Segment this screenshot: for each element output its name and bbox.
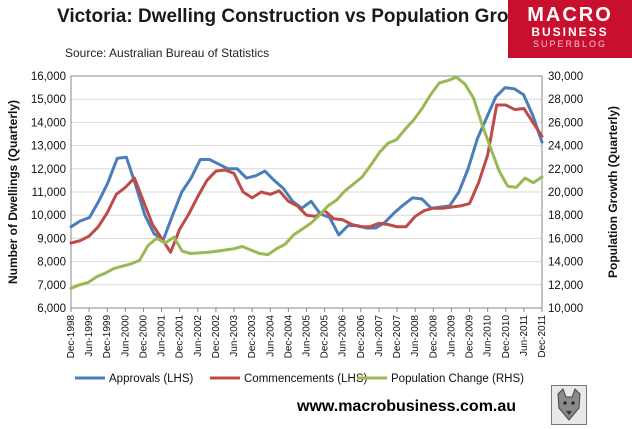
logo-line-1: MACRO — [527, 4, 613, 26]
logo-line-3: SUPERBLOG — [532, 39, 608, 49]
y2-tick-label: 22,000 — [548, 164, 583, 176]
y-tick-label: 14,000 — [31, 117, 66, 129]
x-tick-label: Dec-2010 — [501, 315, 512, 359]
x-tick-label: Jun-2002 — [193, 315, 204, 357]
series-line-3 — [69, 75, 544, 290]
x-tick-label: Jun-2009 — [446, 315, 457, 357]
x-tick-label: Dec-2011 — [537, 315, 548, 358]
x-tick-label: Jun-2001 — [157, 315, 168, 357]
x-tick-label: Dec-2006 — [356, 315, 367, 359]
y-tick-label: 7,000 — [37, 280, 66, 292]
x-tick-label: Jun-2005 — [302, 315, 313, 357]
y2-tick-label: 24,000 — [548, 141, 583, 153]
y-tick-label: 13,000 — [31, 141, 66, 153]
y-tick-label: 16,000 — [31, 71, 66, 83]
y2-tick-label: 20,000 — [548, 187, 583, 199]
y-axis-title: Number of Dwellings (Quarterly) — [6, 100, 20, 284]
chart-title: Victoria: Dwelling Construction vs Popul… — [57, 6, 542, 27]
y-tick-label: 12,000 — [31, 164, 66, 176]
x-tick-label: Jun-2003 — [229, 315, 240, 357]
series-line-1 — [69, 86, 544, 242]
wolf-logo-icon — [551, 385, 587, 425]
chart-source: Source: Australian Bureau of Statistics — [65, 46, 270, 60]
logo-line-2: BUSINESS — [531, 25, 609, 39]
x-tick-label: Jun-2011 — [519, 315, 530, 356]
y-tick-label: 6,000 — [37, 303, 66, 315]
x-tick-label: Dec-1998 — [66, 315, 77, 359]
y-tick-label: 11,000 — [32, 187, 66, 199]
legend-label-2: Commencements (LHS) — [244, 373, 368, 385]
x-tick-label: Jun-2010 — [483, 315, 494, 357]
x-tick-label: Dec-2004 — [283, 315, 294, 359]
y2-tick-label: 26,000 — [548, 117, 583, 129]
x-tick-label: Jun-1999 — [84, 315, 95, 357]
x-tick-label: Jun-2006 — [338, 315, 349, 357]
x-tick-label: Dec-2007 — [392, 315, 403, 359]
x-tick-label: Dec-2001 — [175, 315, 186, 359]
x-tick-label: Jun-2000 — [120, 315, 131, 357]
x-tick-label: Dec-2000 — [138, 315, 149, 359]
y2-tick-label: 12,000 — [548, 280, 583, 292]
x-tick-label: Dec-2008 — [428, 315, 439, 359]
y-tick-label: 10,000 — [31, 210, 66, 222]
x-tick-label: Dec-2003 — [247, 315, 258, 359]
y2-tick-label: 14,000 — [548, 257, 583, 269]
website-url[interactable]: www.macrobusiness.com.au — [297, 398, 517, 415]
series-line-2 — [69, 103, 544, 254]
y2-tick-label: 10,000 — [548, 303, 583, 315]
x-tick-label: Jun-2007 — [374, 315, 385, 357]
x-tick-label: Dec-1999 — [102, 315, 113, 359]
legend-label-1: Approvals (LHS) — [109, 373, 194, 385]
y2-axis-title: Population Growth (Quarterly) — [606, 106, 620, 278]
legend-label-3: Population Change (RHS) — [391, 373, 524, 385]
y2-tick-label: 28,000 — [548, 94, 583, 106]
y-tick-label: 15,000 — [31, 94, 66, 106]
x-tick-label: Jun-2008 — [410, 315, 421, 357]
macrobusiness-logo: MACRO BUSINESS SUPERBLOG — [508, 0, 632, 58]
x-tick-label: Dec-2002 — [211, 315, 222, 359]
x-tick-label: Dec-2009 — [465, 315, 476, 359]
x-tick-label: Jun-2004 — [265, 315, 276, 357]
y2-tick-label: 18,000 — [548, 210, 583, 222]
x-tick-label: Dec-2005 — [320, 315, 331, 359]
y2-tick-label: 16,000 — [548, 233, 583, 245]
y-tick-label: 8,000 — [37, 257, 66, 269]
y2-tick-label: 30,000 — [548, 71, 583, 83]
y-tick-label: 9,000 — [37, 233, 66, 245]
